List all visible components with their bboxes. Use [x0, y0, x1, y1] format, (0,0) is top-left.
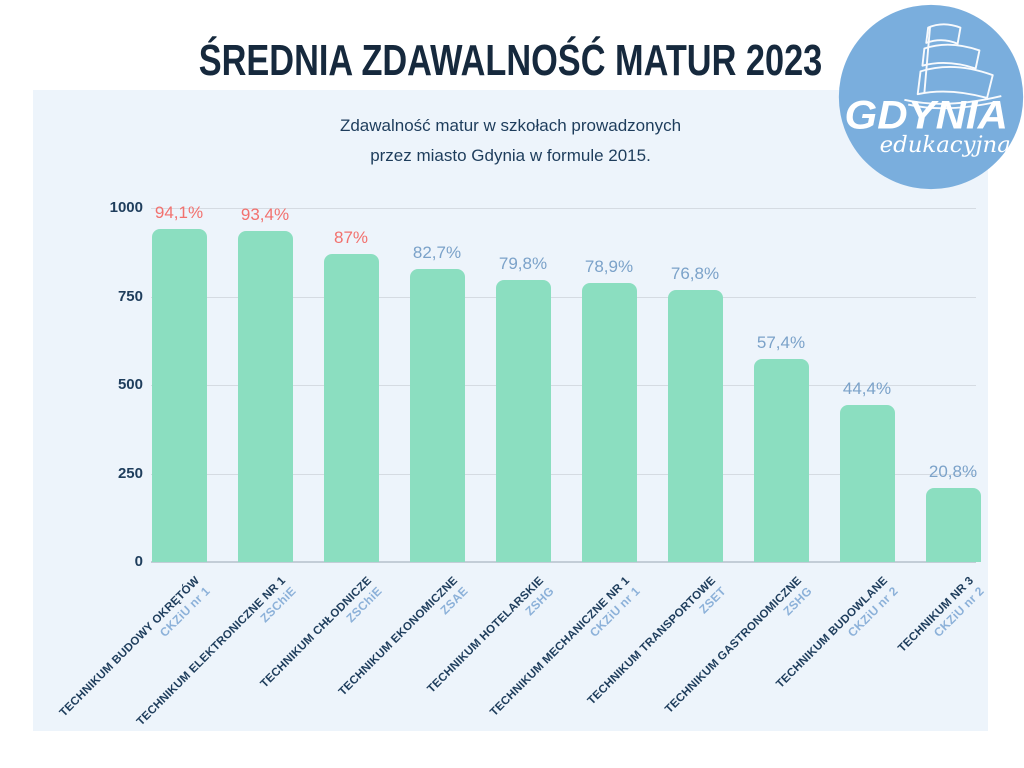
- logo-tagline: edukacyjna: [880, 132, 1011, 158]
- chart-subtitle-line1: Zdawalność matur w szkołach prowadzonych: [339, 116, 682, 135]
- chart-panel: Zdawalność matur w szkołach prowadzonych…: [33, 90, 988, 731]
- gridline: [151, 208, 976, 209]
- bar-chart: 0 250 500 750 1000 94,1% TECHNIKUM BUDOWY OKRĘ…: [33, 90, 988, 731]
- bar: [151, 229, 207, 562]
- bar-value-label: 79,8%: [498, 254, 548, 273]
- bar: [237, 231, 293, 562]
- bar-value-label: 57,4%: [756, 333, 806, 352]
- sailing-ship-icon: [904, 23, 1002, 110]
- bar-value-label: 87%: [333, 228, 369, 247]
- bar-value-label: 94,1%: [154, 203, 204, 222]
- bar: [667, 290, 723, 562]
- bar-value-label: 76,8%: [670, 264, 720, 283]
- bar: [753, 359, 809, 562]
- bar-value-label: 20,8%: [928, 462, 978, 481]
- y-axis-tick: 0: [134, 553, 143, 570]
- y-axis-tick: 750: [117, 287, 143, 305]
- y-axis-tick: 250: [117, 464, 143, 482]
- x-axis-line: [151, 561, 976, 563]
- gridline: [151, 296, 976, 298]
- bar: [495, 280, 551, 562]
- y-axis-tick: 500: [117, 376, 143, 393]
- bar-value-label: 82,7%: [412, 243, 462, 262]
- gridline: [151, 473, 976, 475]
- school-unit: CKZiU nr 2: [930, 583, 987, 640]
- chart-subtitle-line2: przez miasto Gdynia w formule 2015.: [370, 146, 651, 165]
- bar: [839, 405, 895, 562]
- logo-wordmark: GDYNIA: [845, 93, 1008, 137]
- bar: [581, 283, 637, 562]
- bar-value-label: 44,4%: [842, 379, 892, 398]
- bar: [323, 254, 379, 562]
- y-axis-tick: 1000: [109, 199, 143, 216]
- bar-value-label: 93,4%: [240, 205, 290, 224]
- bar: [925, 488, 981, 562]
- school-name: TECHNIKUM BUDOWY OKRĘTÓW: [57, 574, 203, 720]
- gdynia-logo: GDYNIA edukacyjna: [836, 2, 1024, 192]
- page-title: ŚREDNIA ZDAWALNOŚĆ MATUR 2023: [198, 36, 823, 85]
- logo-circle: [838, 4, 1024, 190]
- bar-value-label: 78,9%: [584, 257, 634, 276]
- bar: [409, 269, 465, 562]
- gridline: [151, 385, 976, 386]
